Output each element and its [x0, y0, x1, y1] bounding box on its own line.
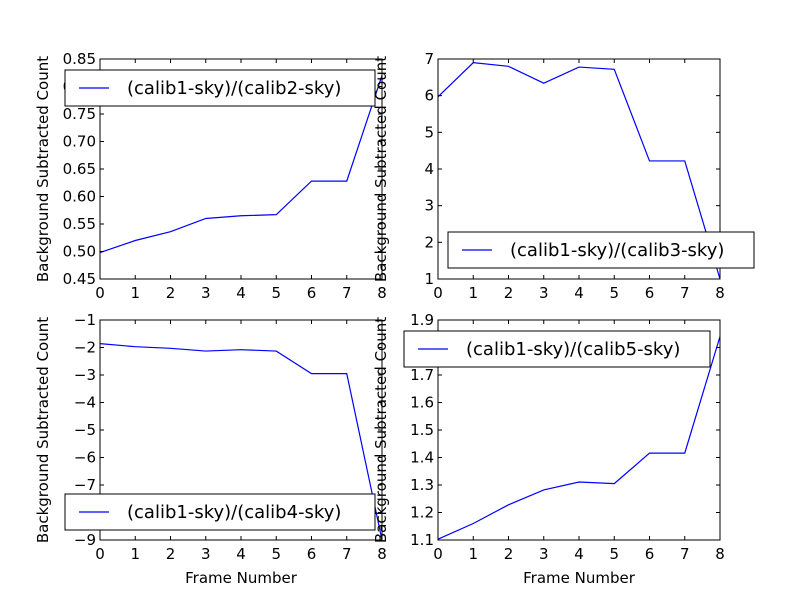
- x-axis-label: Frame Number: [523, 569, 636, 587]
- x-tick-label: 3: [539, 284, 549, 302]
- y-tick-label: 4: [424, 160, 434, 178]
- x-tick-label: 0: [95, 284, 105, 302]
- y-tick-label: 0.60: [63, 188, 96, 206]
- legend-label: (calib1-sky)/(calib5-sky): [466, 339, 680, 360]
- x-tick-label: 4: [574, 545, 584, 563]
- y-tick-label: 0.75: [63, 105, 96, 123]
- y-tick-label: −7: [74, 476, 96, 494]
- y-axis-label: Background Subtracted Count: [372, 317, 390, 543]
- y-tick-label: 1: [424, 270, 434, 288]
- x-tick-label: 7: [680, 284, 690, 302]
- y-tick-label: −4: [74, 394, 96, 412]
- x-tick-label: 2: [166, 545, 176, 563]
- axes-frame: [437, 58, 721, 280]
- x-tick-label: 0: [95, 545, 105, 563]
- x-tick-label: 5: [609, 545, 619, 563]
- y-tick-label: 3: [424, 197, 434, 215]
- y-tick-label: 1.7: [410, 366, 434, 384]
- y-tick-label: −3: [74, 366, 96, 384]
- y-tick-label: −1: [74, 311, 96, 329]
- x-tick-label: 1: [130, 284, 140, 302]
- subplot-4: 0123456781.11.21.31.41.51.61.71.81.9Back…: [372, 311, 725, 587]
- y-tick-label: 1.2: [410, 504, 434, 522]
- legend: (calib1-sky)/(calib4-sky): [64, 493, 376, 531]
- y-tick-label: 0.70: [63, 133, 96, 151]
- x-tick-label: 6: [645, 284, 655, 302]
- x-tick-label: 4: [236, 284, 246, 302]
- x-tick-label: 4: [236, 545, 246, 563]
- y-tick-label: −2: [74, 339, 96, 357]
- legend: (calib1-sky)/(calib2-sky): [64, 69, 376, 107]
- y-tick-label: 1.5: [410, 421, 434, 439]
- y-tick-label: 1.4: [410, 449, 434, 467]
- y-tick-label: 1.3: [410, 476, 434, 494]
- x-tick-label: 8: [715, 284, 725, 302]
- legend: (calib1-sky)/(calib5-sky): [403, 330, 711, 368]
- x-tick-label: 8: [377, 284, 387, 302]
- y-tick-label: 1.6: [410, 394, 434, 412]
- y-tick-label: 0.65: [63, 160, 96, 178]
- series-line-1: [99, 343, 383, 541]
- y-tick-label: −5: [74, 421, 96, 439]
- legend-box: [64, 69, 376, 107]
- x-tick-label: 5: [271, 284, 281, 302]
- x-tick-label: 5: [609, 284, 619, 302]
- legend-box: [403, 330, 711, 368]
- series-line-1: [99, 75, 383, 254]
- series-line-1: [437, 336, 721, 540]
- y-tick-label: −9: [74, 531, 96, 549]
- legend-box: [64, 493, 376, 531]
- legend: (calib1-sky)/(calib3-sky): [447, 231, 755, 269]
- subplot-1: 0 1 2 3 4 5 6 7 8 0.45 0.50 0.55 0.60 0.65 0.70 0.75 0.8…: [34, 50, 387, 302]
- legend-box: [447, 231, 755, 269]
- x-axis-label: Frame Number: [185, 569, 298, 587]
- y-tick-label: 1.9: [410, 311, 434, 329]
- axes-frame: [99, 319, 383, 541]
- x-tick-label: 6: [645, 545, 655, 563]
- x-tick-label: 4: [574, 284, 584, 302]
- y-tick-label: −6: [74, 449, 96, 467]
- x-tick-label: 5: [271, 545, 281, 563]
- legend-label: (calib1-sky)/(calib2-sky): [127, 78, 341, 99]
- y-tick-label: 0.45: [63, 270, 96, 288]
- y-axis-label: Background Subtracted Count: [372, 56, 390, 282]
- series-line-1: [437, 62, 721, 280]
- x-tick-label: 0: [433, 545, 443, 563]
- x-tick-label: 8: [377, 545, 387, 563]
- y-tick-label: 5: [424, 123, 434, 141]
- x-tick-label: 7: [342, 284, 352, 302]
- y-tick-label: 7: [424, 50, 434, 68]
- x-tick-label: 2: [504, 545, 514, 563]
- x-tick-label: 3: [201, 545, 211, 563]
- x-tick-label: 0: [433, 284, 443, 302]
- y-axis-label: Background Subtracted Count: [34, 317, 52, 543]
- x-tick-label: 7: [680, 545, 690, 563]
- x-tick-label: 1: [130, 545, 140, 563]
- axes-frame: [437, 319, 721, 541]
- y-tick-label: 2: [424, 233, 434, 251]
- y-tick-label: 0.55: [63, 215, 96, 233]
- x-tick-label: 2: [166, 284, 176, 302]
- y-tick-label: 1.1: [410, 531, 434, 549]
- x-tick-label: 6: [307, 545, 317, 563]
- legend-label: (calib1-sky)/(calib3-sky): [510, 240, 724, 261]
- x-tick-label: 7: [342, 545, 352, 563]
- x-tick-label: 8: [715, 545, 725, 563]
- y-axis-label: Background Subtracted Count: [34, 56, 52, 282]
- y-tick-label: 0.50: [63, 243, 96, 261]
- x-tick-label: 1: [468, 284, 478, 302]
- x-tick-label: 3: [539, 545, 549, 563]
- y-tick-label: 6: [424, 87, 434, 105]
- x-tick-label: 6: [307, 284, 317, 302]
- axes-frame: [99, 58, 383, 280]
- legend-label: (calib1-sky)/(calib4-sky): [127, 502, 341, 523]
- y-tick-label: 0.85: [63, 50, 96, 68]
- x-tick-label: 2: [504, 284, 514, 302]
- x-tick-label: 3: [201, 284, 211, 302]
- x-tick-label: 1: [468, 545, 478, 563]
